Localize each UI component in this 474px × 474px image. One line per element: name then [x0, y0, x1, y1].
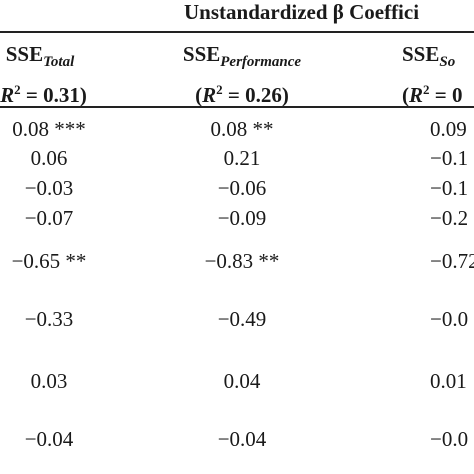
column-header-r2: (R2 = 0: [402, 82, 463, 107]
table-cell: 0.03: [30, 369, 68, 393]
table-cell: −0.0: [430, 307, 469, 331]
table-cell: −0.1: [430, 146, 469, 170]
table-cell: −0.03: [24, 176, 74, 200]
table-cell: −0.04: [217, 427, 267, 451]
table-cell: −0.2: [430, 206, 469, 230]
table-cell: −0.09: [217, 206, 267, 230]
table-cell: −0.07: [24, 206, 74, 230]
table-cell: −0.04: [24, 427, 74, 451]
table-title: Unstandardized β Coeffici: [184, 0, 420, 24]
column-header-name: SSETotal: [5, 42, 75, 70]
top-rule: [0, 31, 474, 33]
table-cell: 0.01: [430, 369, 467, 393]
table-cell: −0.49: [217, 307, 267, 331]
column-header-sse-total: SSETotal (R2 = 0.31): [0, 40, 120, 109]
table-cell: 0.06: [30, 146, 68, 170]
table-cell: 0.08 **: [210, 117, 274, 141]
table-cell: −0.72: [430, 249, 474, 273]
column-header-r2: (R2 = 0.26): [195, 82, 289, 107]
table-cell: −0.83 **: [204, 249, 280, 273]
table-cell: −0.06: [217, 176, 267, 200]
table-cell: 0.09: [430, 117, 467, 141]
column-header-sse-social: SSESo (R2 = 0: [402, 40, 462, 109]
table-cell: 0.08 ***: [12, 117, 86, 141]
table-cell: −0.65 **: [11, 249, 87, 273]
table-cell: −0.33: [24, 307, 74, 331]
table-cell: 0.04: [223, 369, 261, 393]
column-header-r2: (R2 = 0.31): [0, 82, 87, 107]
column-header-name: SSESo: [402, 42, 456, 70]
column-header-sse-performance: SSEPerformance (R2 = 0.26): [152, 40, 332, 109]
table-cell: −0.0: [430, 427, 469, 451]
table-cell: −0.1: [430, 176, 469, 200]
header-rule: [0, 106, 474, 108]
column-header-name: SSEPerformance: [182, 42, 302, 70]
table-cell: 0.21: [223, 146, 261, 170]
